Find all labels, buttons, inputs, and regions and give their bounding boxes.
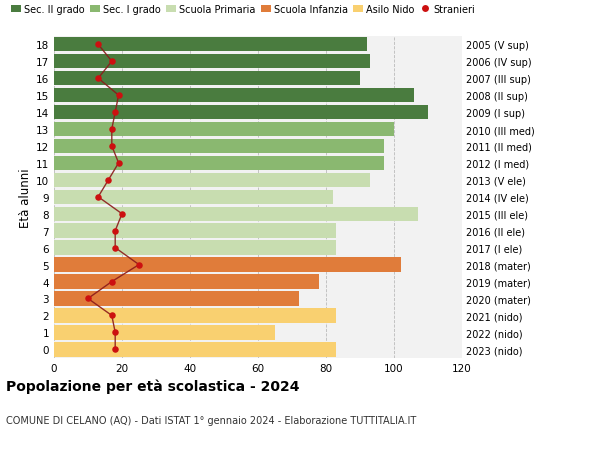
Y-axis label: Età alunni: Età alunni xyxy=(19,168,32,227)
Point xyxy=(110,228,120,235)
Bar xyxy=(54,55,370,69)
Bar xyxy=(54,106,428,120)
Legend: Sec. II grado, Sec. I grado, Scuola Primaria, Scuola Infanzia, Asilo Nido, Stran: Sec. II grado, Sec. I grado, Scuola Prim… xyxy=(11,5,475,15)
Bar xyxy=(54,190,333,205)
Point xyxy=(110,329,120,336)
Text: Popolazione per età scolastica - 2024: Popolazione per età scolastica - 2024 xyxy=(6,379,299,393)
Point xyxy=(114,160,124,167)
Point xyxy=(134,261,144,269)
Bar xyxy=(54,241,336,255)
Bar xyxy=(54,275,319,289)
Point xyxy=(107,143,116,150)
Point xyxy=(107,126,116,134)
Point xyxy=(110,245,120,252)
Point xyxy=(94,75,103,83)
Bar xyxy=(54,140,384,154)
Bar xyxy=(54,291,299,306)
Bar xyxy=(54,342,336,357)
Point xyxy=(107,278,116,285)
Point xyxy=(117,211,127,218)
Point xyxy=(114,92,124,100)
Bar xyxy=(54,72,360,86)
Bar xyxy=(54,224,336,238)
Bar xyxy=(54,123,394,137)
Point xyxy=(107,58,116,66)
Bar xyxy=(54,89,415,103)
Point xyxy=(110,109,120,117)
Bar xyxy=(54,308,336,323)
Bar xyxy=(54,258,401,272)
Point xyxy=(107,312,116,319)
Bar xyxy=(54,38,367,52)
Point xyxy=(94,194,103,201)
Bar xyxy=(54,173,370,188)
Bar xyxy=(54,207,418,221)
Bar xyxy=(54,157,384,171)
Point xyxy=(83,295,93,302)
Point xyxy=(104,177,113,184)
Bar xyxy=(54,325,275,340)
Point xyxy=(110,346,120,353)
Point xyxy=(94,41,103,49)
Text: COMUNE DI CELANO (AQ) - Dati ISTAT 1° gennaio 2024 - Elaborazione TUTTITALIA.IT: COMUNE DI CELANO (AQ) - Dati ISTAT 1° ge… xyxy=(6,415,416,425)
